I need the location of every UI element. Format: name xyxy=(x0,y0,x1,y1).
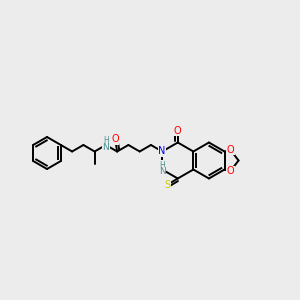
Text: O: O xyxy=(111,134,119,145)
Text: H: H xyxy=(103,136,109,145)
Text: S: S xyxy=(165,179,171,190)
Text: N: N xyxy=(159,167,166,176)
Text: H: H xyxy=(159,160,165,169)
Text: O: O xyxy=(227,145,234,155)
Text: O: O xyxy=(174,125,182,136)
Text: O: O xyxy=(227,166,234,176)
Text: N: N xyxy=(158,146,166,157)
Text: N: N xyxy=(103,143,109,152)
